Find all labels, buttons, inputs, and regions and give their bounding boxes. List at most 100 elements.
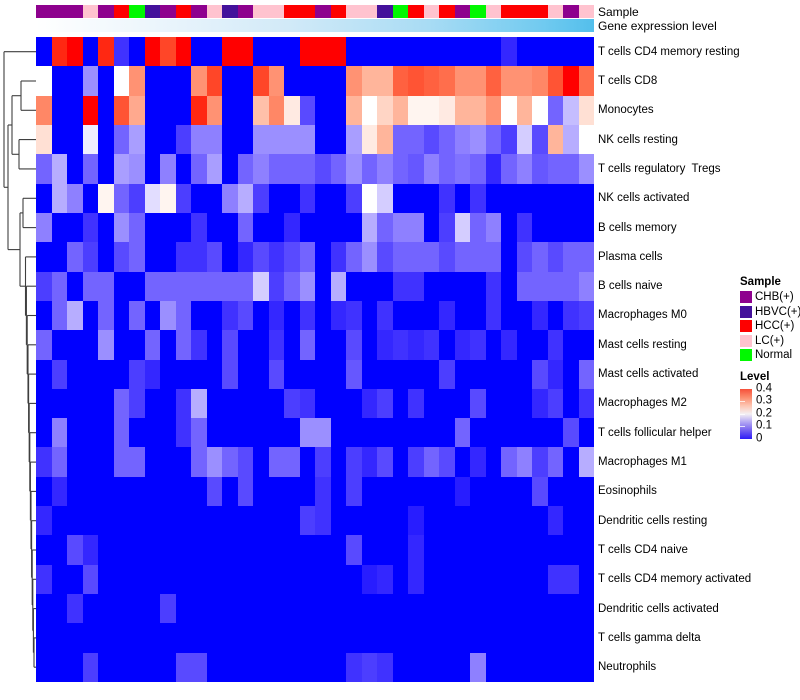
level-legend: Level 0.4 0.3 0.2 0.1 0 [740, 371, 800, 447]
heatmap-cell [206, 154, 222, 184]
heatmap-cell [237, 506, 253, 536]
heatmap-cell [175, 271, 191, 301]
heatmap-cell [330, 66, 346, 96]
heatmap-cell [98, 183, 114, 213]
heatmap-cell [408, 212, 424, 243]
heatmap-cell [485, 271, 501, 301]
heatmap-cell [470, 652, 486, 682]
heatmap-cell [237, 66, 253, 96]
heatmap-cell [160, 66, 176, 96]
heatmap-cell [563, 95, 579, 125]
level-colorbar-wrap: 0.4 0.3 0.2 0.1 0 [740, 382, 800, 447]
heatmap-cell [129, 623, 145, 653]
sample-annotation-cell [439, 5, 455, 18]
heatmap-cell [113, 476, 129, 507]
heatmap-cell [160, 95, 176, 125]
heatmap-cell [361, 124, 377, 155]
heatmap-cell [268, 183, 284, 213]
heatmap-cell [98, 388, 114, 419]
heatmap-cell [346, 594, 362, 624]
heatmap-cell [408, 623, 424, 653]
sample-annotation-cell [129, 5, 145, 18]
heatmap-cell [175, 388, 191, 419]
legend-swatch [740, 320, 752, 333]
heatmap-cell [36, 535, 52, 565]
heatmap-cell [361, 212, 377, 243]
heatmap-cell [392, 124, 408, 155]
heatmap-cell [563, 535, 579, 565]
heatmap-cell [423, 535, 439, 565]
heatmap-cell [299, 652, 315, 682]
heatmap-cell [485, 418, 501, 448]
heatmap-cell [144, 388, 160, 419]
heatmap-cell [98, 535, 114, 565]
row-label: B cells memory [598, 221, 677, 234]
heatmap-cell [423, 418, 439, 448]
heatmap-cell [36, 154, 52, 184]
heatmap-cell [361, 95, 377, 125]
heatmap-cell [113, 564, 129, 595]
heatmap-cell [222, 564, 238, 595]
heatmap-cell [222, 623, 238, 653]
heatmap-cell [284, 212, 300, 243]
heatmap-cell [392, 66, 408, 96]
sample-annotation-cell [253, 5, 269, 18]
heatmap-cell [82, 183, 98, 213]
heatmap-cell [315, 95, 331, 125]
heatmap-cell [113, 66, 129, 96]
heatmap-cell [222, 271, 238, 301]
heatmap-cell [98, 594, 114, 624]
heatmap-cell [206, 124, 222, 155]
heatmap-cell [470, 623, 486, 653]
heatmap-cell [532, 359, 548, 389]
heatmap-cell [578, 330, 594, 360]
heatmap-cell [237, 447, 253, 477]
row-labels: T cells CD4 memory resting T cells CD8 Mon… [598, 37, 798, 682]
heatmap-cell [578, 388, 594, 419]
legend-item-label: CHB(+) [755, 291, 794, 304]
heatmap-cell [191, 594, 207, 624]
heatmap-cell [268, 476, 284, 507]
heatmap-cell [175, 330, 191, 360]
heatmap-cell [160, 300, 176, 331]
heatmap-cell [408, 183, 424, 213]
level-legend-title: Level [740, 370, 770, 383]
heatmap-cell [222, 594, 238, 624]
heatmap-cell [268, 271, 284, 301]
heatmap-cell [129, 37, 145, 67]
row-label: Neutrophils [598, 661, 657, 674]
heatmap-cell [67, 652, 83, 682]
heatmap-cell [144, 330, 160, 360]
heatmap-cell [284, 476, 300, 507]
heatmap-cell [144, 242, 160, 272]
sample-annotation-cell [82, 5, 98, 18]
heatmap-cell [144, 623, 160, 653]
heatmap-cell [470, 388, 486, 419]
heatmap-cell [408, 418, 424, 448]
legend-swatch [740, 334, 752, 347]
heatmap-cell [563, 594, 579, 624]
heatmap-cell [563, 447, 579, 477]
heatmap-cell [563, 564, 579, 595]
heatmap-cell [36, 212, 52, 243]
heatmap-cell [408, 594, 424, 624]
heatmap-cell [485, 95, 501, 125]
heatmap-cell [361, 506, 377, 536]
heatmap-cell [377, 535, 393, 565]
heatmap-cell [191, 300, 207, 331]
heatmap-cell [82, 212, 98, 243]
heatmap-cell [454, 359, 470, 389]
heatmap-cell [501, 506, 517, 536]
heatmap-cell [392, 330, 408, 360]
heatmap-cell [563, 124, 579, 155]
heatmap-cell [175, 652, 191, 682]
heatmap-cell [113, 623, 129, 653]
heatmap-cell [423, 212, 439, 243]
heatmap-cell [67, 154, 83, 184]
heatmap-cell [144, 124, 160, 155]
heatmap-cell [392, 271, 408, 301]
heatmap-cell [392, 476, 408, 507]
heatmap-cell [454, 212, 470, 243]
heatmap-cell [206, 506, 222, 536]
heatmap-cell [516, 564, 532, 595]
